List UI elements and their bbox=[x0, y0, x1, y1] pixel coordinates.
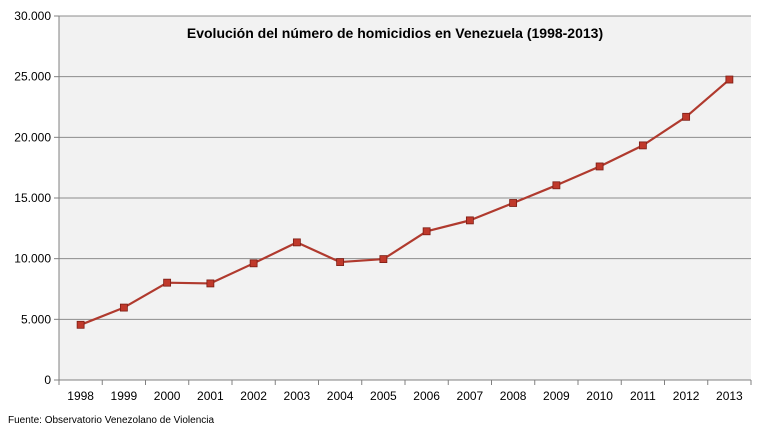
y-tick-label: 5.000 bbox=[21, 312, 51, 326]
data-point bbox=[206, 279, 215, 288]
data-point bbox=[163, 278, 172, 287]
y-tick-label: 20.000 bbox=[14, 130, 51, 144]
x-tick-labels: 1998 1999 2000 2001 2002 2003 2004 2005 2006 2007… bbox=[58, 380, 752, 403]
x-tick-label: 1999 bbox=[111, 389, 138, 403]
data-point bbox=[682, 112, 691, 121]
y-tick-label: 30.000 bbox=[14, 9, 51, 23]
x-tick-label: 2001 bbox=[197, 389, 224, 403]
gridlines bbox=[59, 15, 751, 320]
x-tick-label: 2000 bbox=[154, 389, 181, 403]
x-tick-label: 1998 bbox=[67, 389, 94, 403]
x-tick-label: 2002 bbox=[240, 389, 267, 403]
y-tick-label: 0 bbox=[44, 373, 51, 387]
x-tick-label: 2004 bbox=[327, 389, 354, 403]
data-point bbox=[119, 303, 128, 312]
data-point bbox=[595, 162, 604, 171]
x-tick-label: 2005 bbox=[370, 389, 397, 403]
data-point bbox=[638, 141, 647, 150]
x-tick-label: 2003 bbox=[284, 389, 311, 403]
data-point bbox=[292, 238, 301, 247]
x-tick-label: 2013 bbox=[716, 389, 743, 403]
chart-title: Evolución del número de homicidios en Ve… bbox=[187, 25, 603, 41]
data-point bbox=[552, 181, 561, 190]
x-tick-label: 2007 bbox=[457, 389, 484, 403]
y-tick-label: 15.000 bbox=[14, 191, 51, 205]
chart-source: Fuente: Observatorio Venezolano de Viole… bbox=[8, 415, 215, 426]
x-tick-label: 2011 bbox=[630, 389, 656, 403]
data-point bbox=[379, 255, 388, 264]
data-point bbox=[509, 199, 518, 207]
x-tick-label: 2009 bbox=[543, 389, 570, 403]
data-point bbox=[725, 75, 734, 84]
data-point bbox=[336, 258, 345, 266]
series-line bbox=[80, 78, 731, 326]
x-tick-label: 2010 bbox=[586, 389, 613, 403]
data-point bbox=[422, 227, 431, 236]
y-tick-label: 10.000 bbox=[14, 252, 51, 266]
series bbox=[76, 75, 734, 329]
y-tick-label: 25.000 bbox=[14, 70, 51, 84]
x-tick-label: 2012 bbox=[673, 389, 700, 403]
data-point bbox=[249, 259, 258, 268]
x-tick-label: 2006 bbox=[413, 389, 440, 403]
data-point bbox=[76, 320, 85, 329]
x-tick-label: 2008 bbox=[500, 389, 527, 403]
y-tick-labels: 0 5.000 10.000 15.000 20.000 25.000 30.000 bbox=[14, 9, 59, 387]
data-point bbox=[465, 216, 474, 225]
